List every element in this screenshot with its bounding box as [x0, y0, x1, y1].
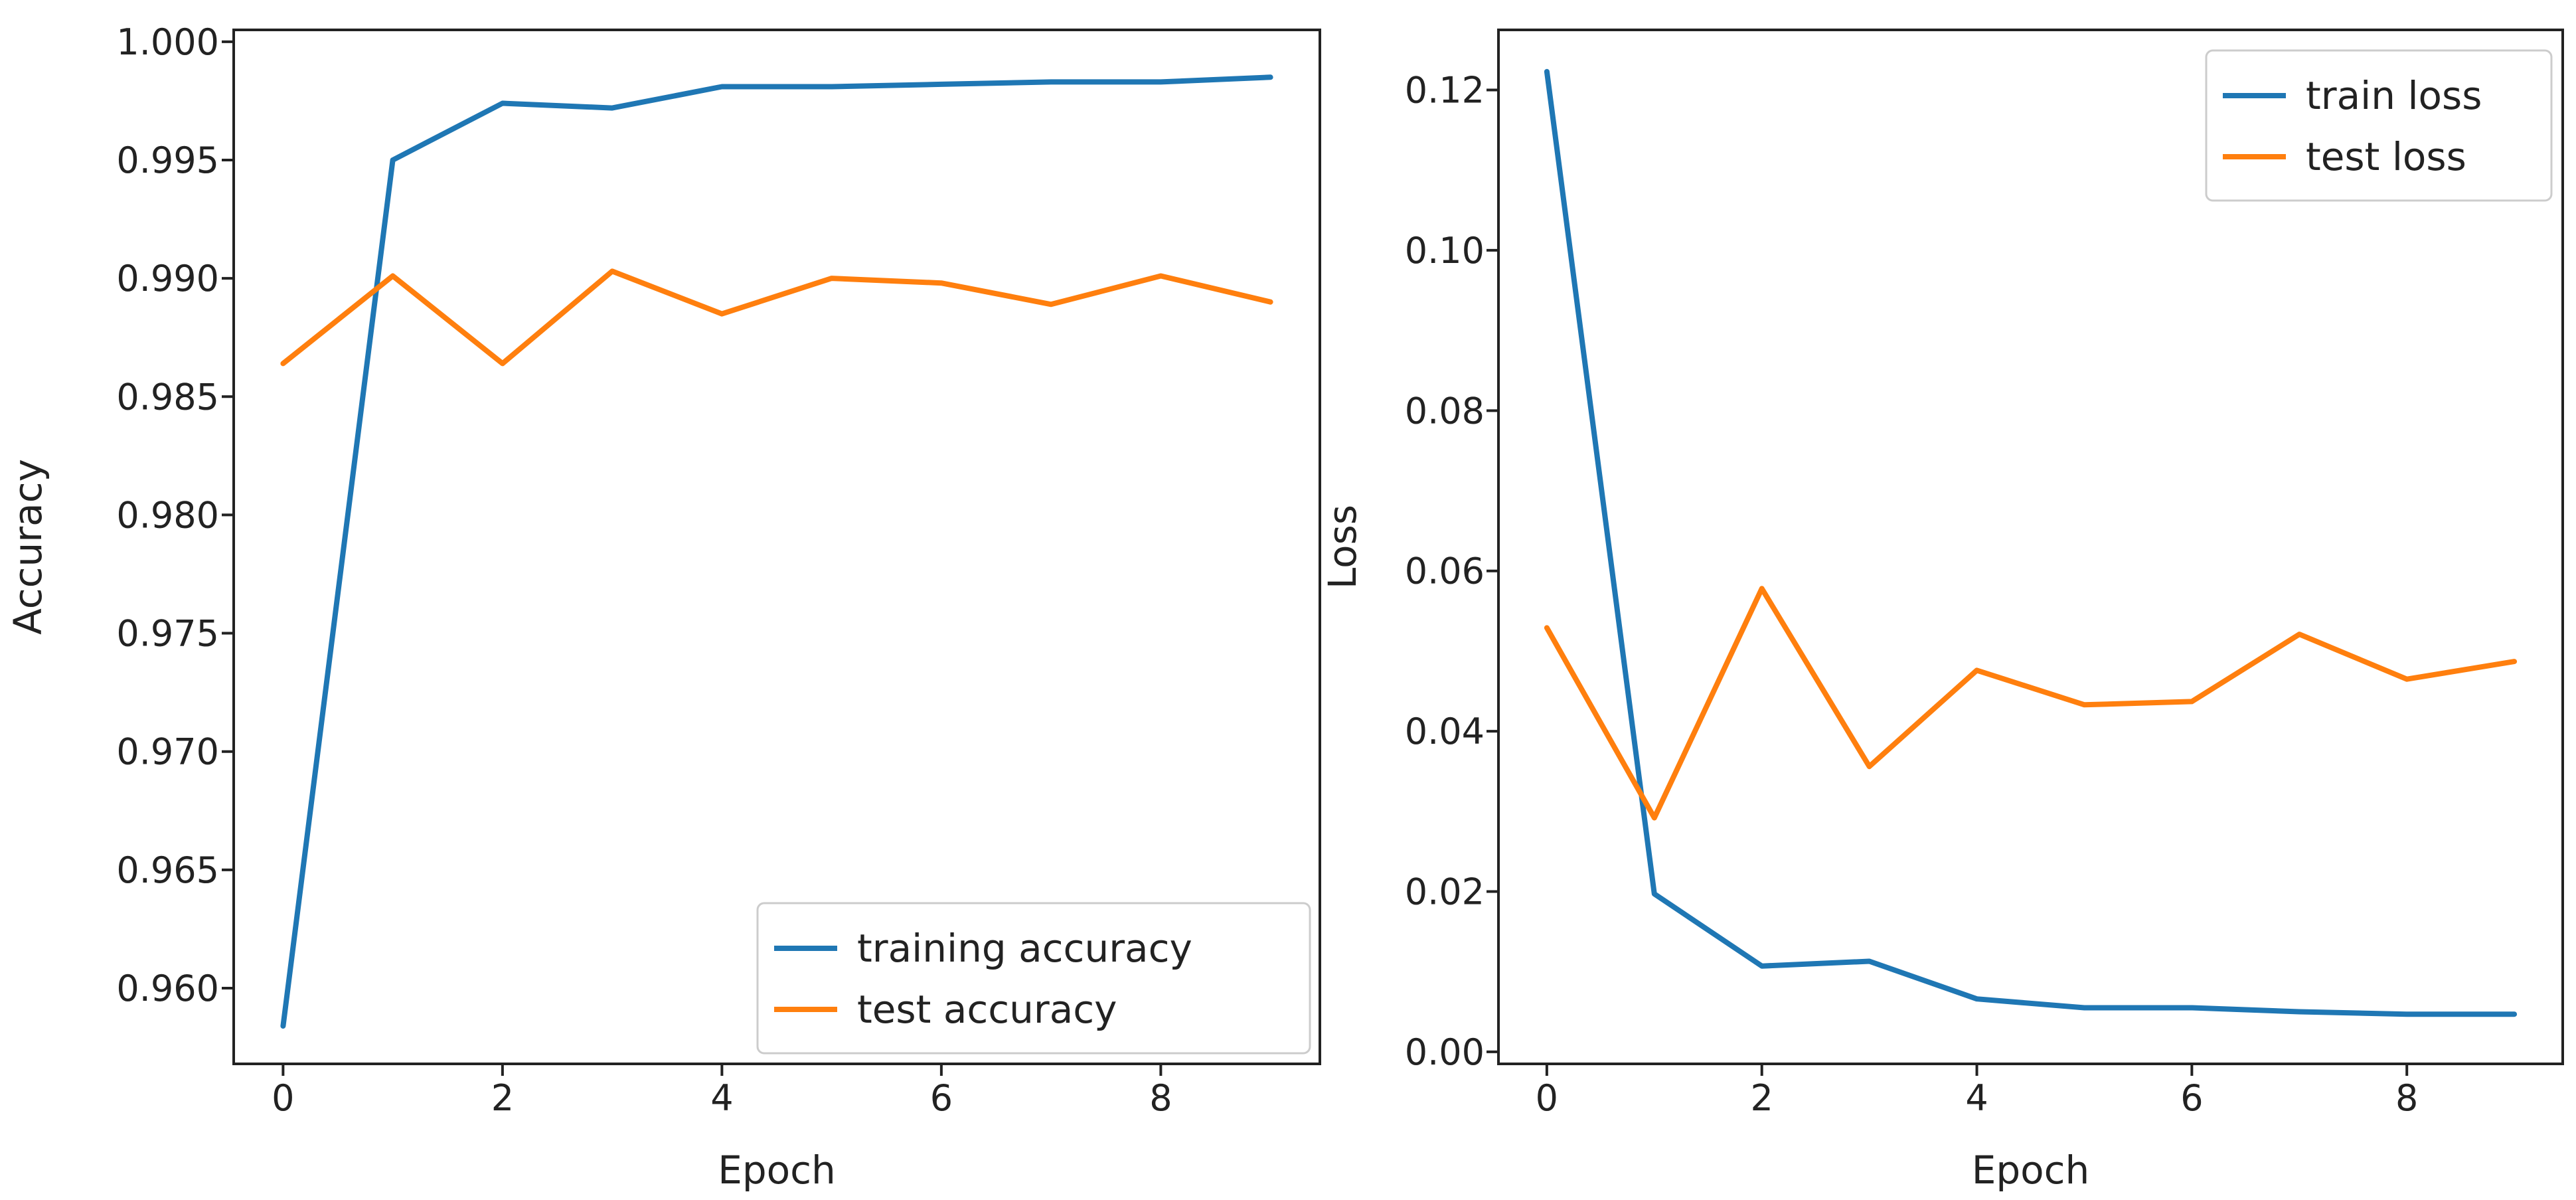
- loss-y-axis-label: Loss: [1320, 505, 1365, 589]
- accuracy-axes-frame: [232, 29, 1321, 1065]
- accuracy-y-tick-label: 1.000: [116, 21, 219, 63]
- legend-label-training-accuracy: training accuracy: [857, 926, 1192, 971]
- loss-x-tick-label: 2: [1751, 1077, 1773, 1119]
- loss-chart: 0 2 4 6 8 0.00 0.02 0.04 0.06 0.08 0.10 0.12 Epoch Lo…: [1320, 29, 2564, 1193]
- loss-y-tick-label: 0.06: [1405, 551, 1485, 592]
- accuracy-y-tick-label: 0.995: [116, 139, 219, 181]
- loss-y-tick-label: 0.00: [1405, 1031, 1485, 1073]
- accuracy-y-tick-label: 0.980: [116, 494, 219, 536]
- loss-x-tick-label: 0: [1536, 1077, 1558, 1119]
- accuracy-y-axis-label: Accuracy: [5, 459, 50, 635]
- accuracy-y-tick-label: 0.960: [116, 968, 219, 1009]
- accuracy-chart: 0 2 4 6 8 0.960 0.965 0.970 0.975 0.980 0.985 0.990…: [5, 21, 1321, 1193]
- loss-x-tick-label: 4: [1965, 1077, 1988, 1119]
- accuracy-x-tick-label: 0: [272, 1077, 294, 1119]
- loss-x-axis-label: Epoch: [1972, 1148, 2090, 1193]
- loss-axes-frame: [1497, 29, 2564, 1065]
- accuracy-x-axis-label: Epoch: [718, 1148, 836, 1193]
- accuracy-x-tick-label: 6: [930, 1077, 953, 1119]
- series-line-test-loss: [1544, 586, 2518, 821]
- loss-y-tick-label: 0.04: [1405, 711, 1485, 752]
- accuracy-legend-box: [756, 902, 1311, 1055]
- accuracy-y-tick-label: 0.990: [116, 258, 219, 300]
- accuracy-x-tick-label: 4: [710, 1077, 733, 1119]
- loss-y-tick-label: 0.02: [1405, 871, 1485, 913]
- loss-y-tick-label: 0.08: [1405, 390, 1485, 432]
- loss-x-tick-label: 8: [2395, 1077, 2418, 1119]
- legend-label-test-loss: test loss: [2306, 134, 2466, 179]
- loss-y-tick-label: 0.12: [1405, 70, 1485, 112]
- accuracy-y-tick-label: 0.975: [116, 613, 219, 655]
- series-line-train-loss: [1544, 68, 2518, 1017]
- series-line-test-accuracy: [280, 268, 1273, 367]
- accuracy-y-tick-label: 0.965: [116, 849, 219, 891]
- loss-y-tick-label: 0.10: [1405, 230, 1485, 272]
- legend-label-test-accuracy: test accuracy: [857, 987, 1117, 1032]
- accuracy-y-tick-label: 0.970: [116, 731, 219, 773]
- loss-x-tick-label: 6: [2180, 1077, 2203, 1119]
- accuracy-y-tick-label: 0.985: [116, 376, 219, 418]
- accuracy-x-tick-label: 8: [1149, 1077, 1172, 1119]
- loss-legend-box: [2205, 49, 2553, 202]
- legend-label-train-loss: train loss: [2306, 73, 2482, 118]
- accuracy-x-tick-label: 2: [491, 1077, 514, 1119]
- series-line-training-accuracy: [280, 74, 1273, 1029]
